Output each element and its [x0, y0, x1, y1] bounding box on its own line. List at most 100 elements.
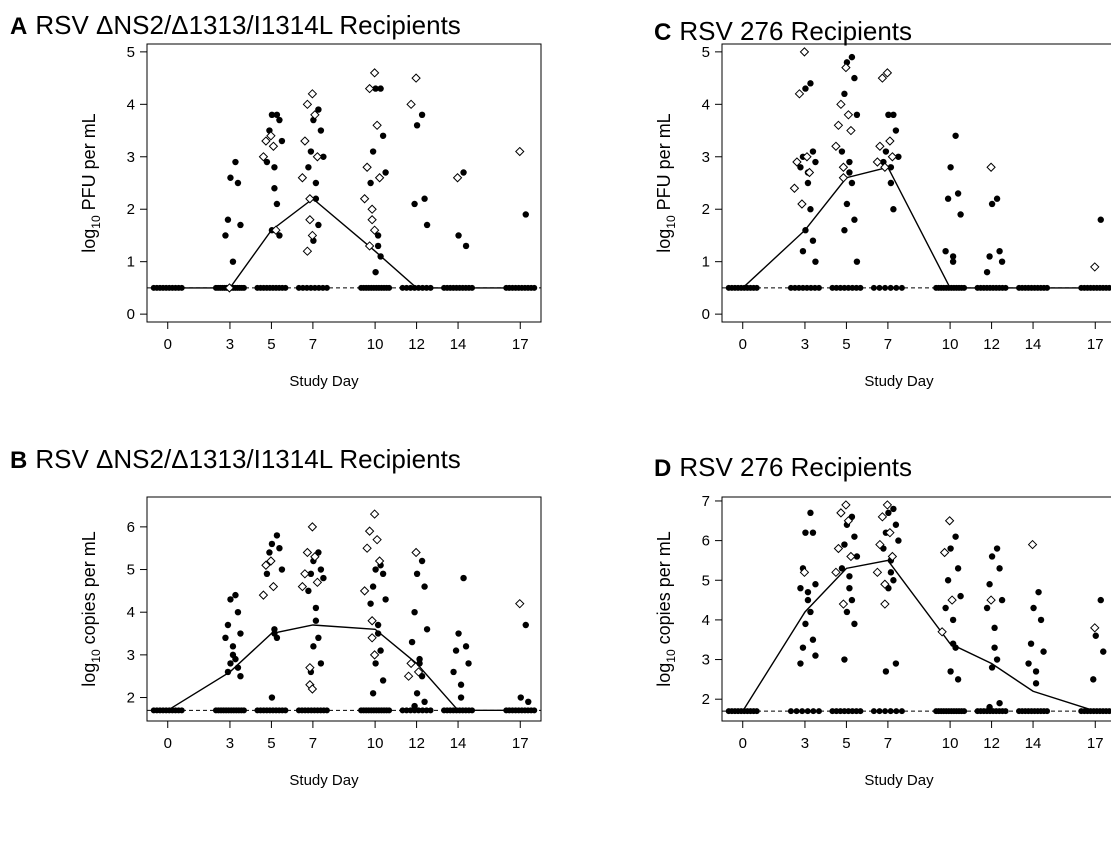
- filled-point: [229, 643, 237, 650]
- plot-frame: [146, 43, 542, 323]
- filled-point: [421, 583, 428, 590]
- filled-point: [222, 232, 229, 239]
- filled-point: [986, 253, 993, 260]
- open-diamond-point: [359, 586, 370, 596]
- filled-point: [227, 660, 234, 667]
- open-diamond-point: [367, 616, 377, 626]
- open-diamond-point: [359, 194, 370, 204]
- filled-point: [423, 221, 431, 229]
- y-tick-label: 3: [702, 149, 710, 166]
- filled-point: [797, 660, 804, 667]
- filled-point: [892, 127, 900, 134]
- open-diamond-point: [887, 551, 898, 562]
- filled-point: [268, 694, 276, 701]
- open-diamond-point: [846, 125, 856, 136]
- filled-point: [804, 179, 812, 187]
- y-tick-label: 4: [127, 604, 135, 621]
- open-diamond-point: [843, 110, 854, 120]
- open-diamond-point: [403, 671, 414, 681]
- filled-point: [1032, 680, 1040, 687]
- filled-point: [312, 195, 320, 202]
- open-diamond-point: [846, 551, 856, 562]
- open-diamond-point: [841, 500, 851, 510]
- filled-point: [952, 132, 959, 139]
- x-tick-label: 10: [942, 735, 959, 752]
- baseline-point: [386, 284, 393, 291]
- filled-point: [266, 549, 273, 556]
- filled-point: [517, 694, 524, 701]
- filled-point: [237, 221, 244, 229]
- open-diamond-point: [947, 595, 957, 605]
- y-tick-label: 4: [702, 96, 710, 113]
- y-axis-label: log10 copies per mL: [654, 531, 678, 686]
- open-diamond-point: [794, 89, 805, 99]
- y-tick-label: 3: [702, 652, 710, 669]
- filled-point: [988, 553, 996, 560]
- filled-point: [1030, 604, 1037, 612]
- filled-point: [802, 620, 809, 628]
- filled-point: [954, 565, 962, 572]
- open-diamond-point: [836, 508, 846, 518]
- x-tick-label: 3: [226, 735, 234, 752]
- panel-d-heading: D RSV 276 Recipients: [654, 452, 912, 483]
- filled-point: [1092, 632, 1099, 639]
- x-tick-label: 10: [367, 336, 384, 353]
- open-diamond-point: [986, 595, 996, 605]
- filled-point: [1097, 216, 1104, 223]
- filled-point: [382, 596, 389, 603]
- filled-point: [237, 630, 244, 637]
- filled-point: [457, 681, 465, 688]
- filled-point: [983, 268, 991, 276]
- filled-point: [812, 258, 819, 265]
- filled-point: [423, 626, 431, 633]
- x-tick-label: 0: [739, 735, 747, 752]
- open-diamond-point: [877, 73, 888, 83]
- open-diamond-point: [882, 68, 893, 78]
- open-diamond-point: [261, 136, 271, 146]
- baseline-point: [323, 707, 330, 714]
- open-diamond-point: [312, 577, 323, 588]
- x-tick-label: 14: [1025, 336, 1042, 353]
- open-diamond-point: [307, 89, 318, 99]
- y-tick-label: 3: [127, 647, 135, 664]
- filled-point: [1035, 588, 1042, 596]
- filled-point: [804, 596, 812, 604]
- x-tick-label: 14: [450, 735, 467, 752]
- y-tick-label: 5: [702, 572, 710, 589]
- x-tick-label: 14: [450, 336, 467, 353]
- open-diamond-point: [452, 173, 463, 183]
- y-tick-label: 2: [127, 690, 135, 707]
- panel-b-title: RSV ΔNS2/Δ1313/I1314L Recipients: [35, 444, 461, 474]
- filled-point: [993, 545, 1001, 552]
- filled-point: [797, 584, 804, 592]
- baseline-point: [386, 707, 393, 714]
- y-tick-label: 4: [127, 96, 135, 113]
- open-diamond-point: [833, 120, 844, 131]
- filled-point: [232, 591, 239, 599]
- filled-point: [998, 258, 1006, 265]
- panel-c-title: RSV 276 Recipients: [679, 16, 913, 46]
- filled-point: [369, 583, 377, 590]
- filled-point: [882, 148, 890, 155]
- x-tick-label: 0: [164, 735, 172, 752]
- baseline-point: [323, 284, 330, 291]
- open-diamond-point: [300, 136, 310, 146]
- y-tick-label: 4: [702, 612, 710, 629]
- open-diamond-point: [831, 141, 841, 151]
- x-tick-label: 7: [884, 735, 892, 752]
- baseline-point: [882, 708, 889, 715]
- filled-point: [227, 596, 234, 603]
- open-diamond-point: [258, 152, 269, 162]
- open-diamond-point: [374, 173, 385, 183]
- y-tick-label: 0: [127, 306, 135, 323]
- filled-point: [465, 660, 472, 667]
- x-tick-label: 0: [164, 336, 172, 353]
- open-diamond-point: [307, 230, 318, 241]
- baseline-point: [427, 707, 434, 714]
- filled-point: [374, 621, 382, 629]
- filled-point: [848, 596, 856, 604]
- panel-c-heading: C RSV 276 Recipients: [654, 16, 912, 47]
- panel-c-letter: C: [654, 19, 672, 46]
- open-diamond-point: [986, 162, 996, 172]
